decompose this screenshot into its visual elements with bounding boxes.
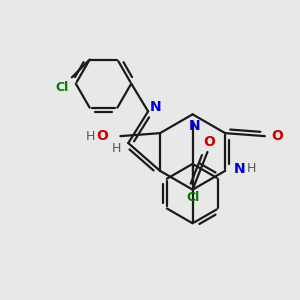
Text: Cl: Cl [55, 81, 68, 94]
Text: O: O [203, 135, 215, 149]
Text: O: O [97, 129, 109, 143]
Text: H: H [86, 130, 95, 142]
Text: N: N [233, 162, 245, 176]
Text: N: N [150, 100, 162, 114]
Text: H: H [246, 162, 256, 175]
Text: O: O [271, 129, 283, 143]
Text: N: N [189, 119, 200, 133]
Text: H: H [112, 142, 121, 154]
Text: Cl: Cl [186, 191, 199, 204]
